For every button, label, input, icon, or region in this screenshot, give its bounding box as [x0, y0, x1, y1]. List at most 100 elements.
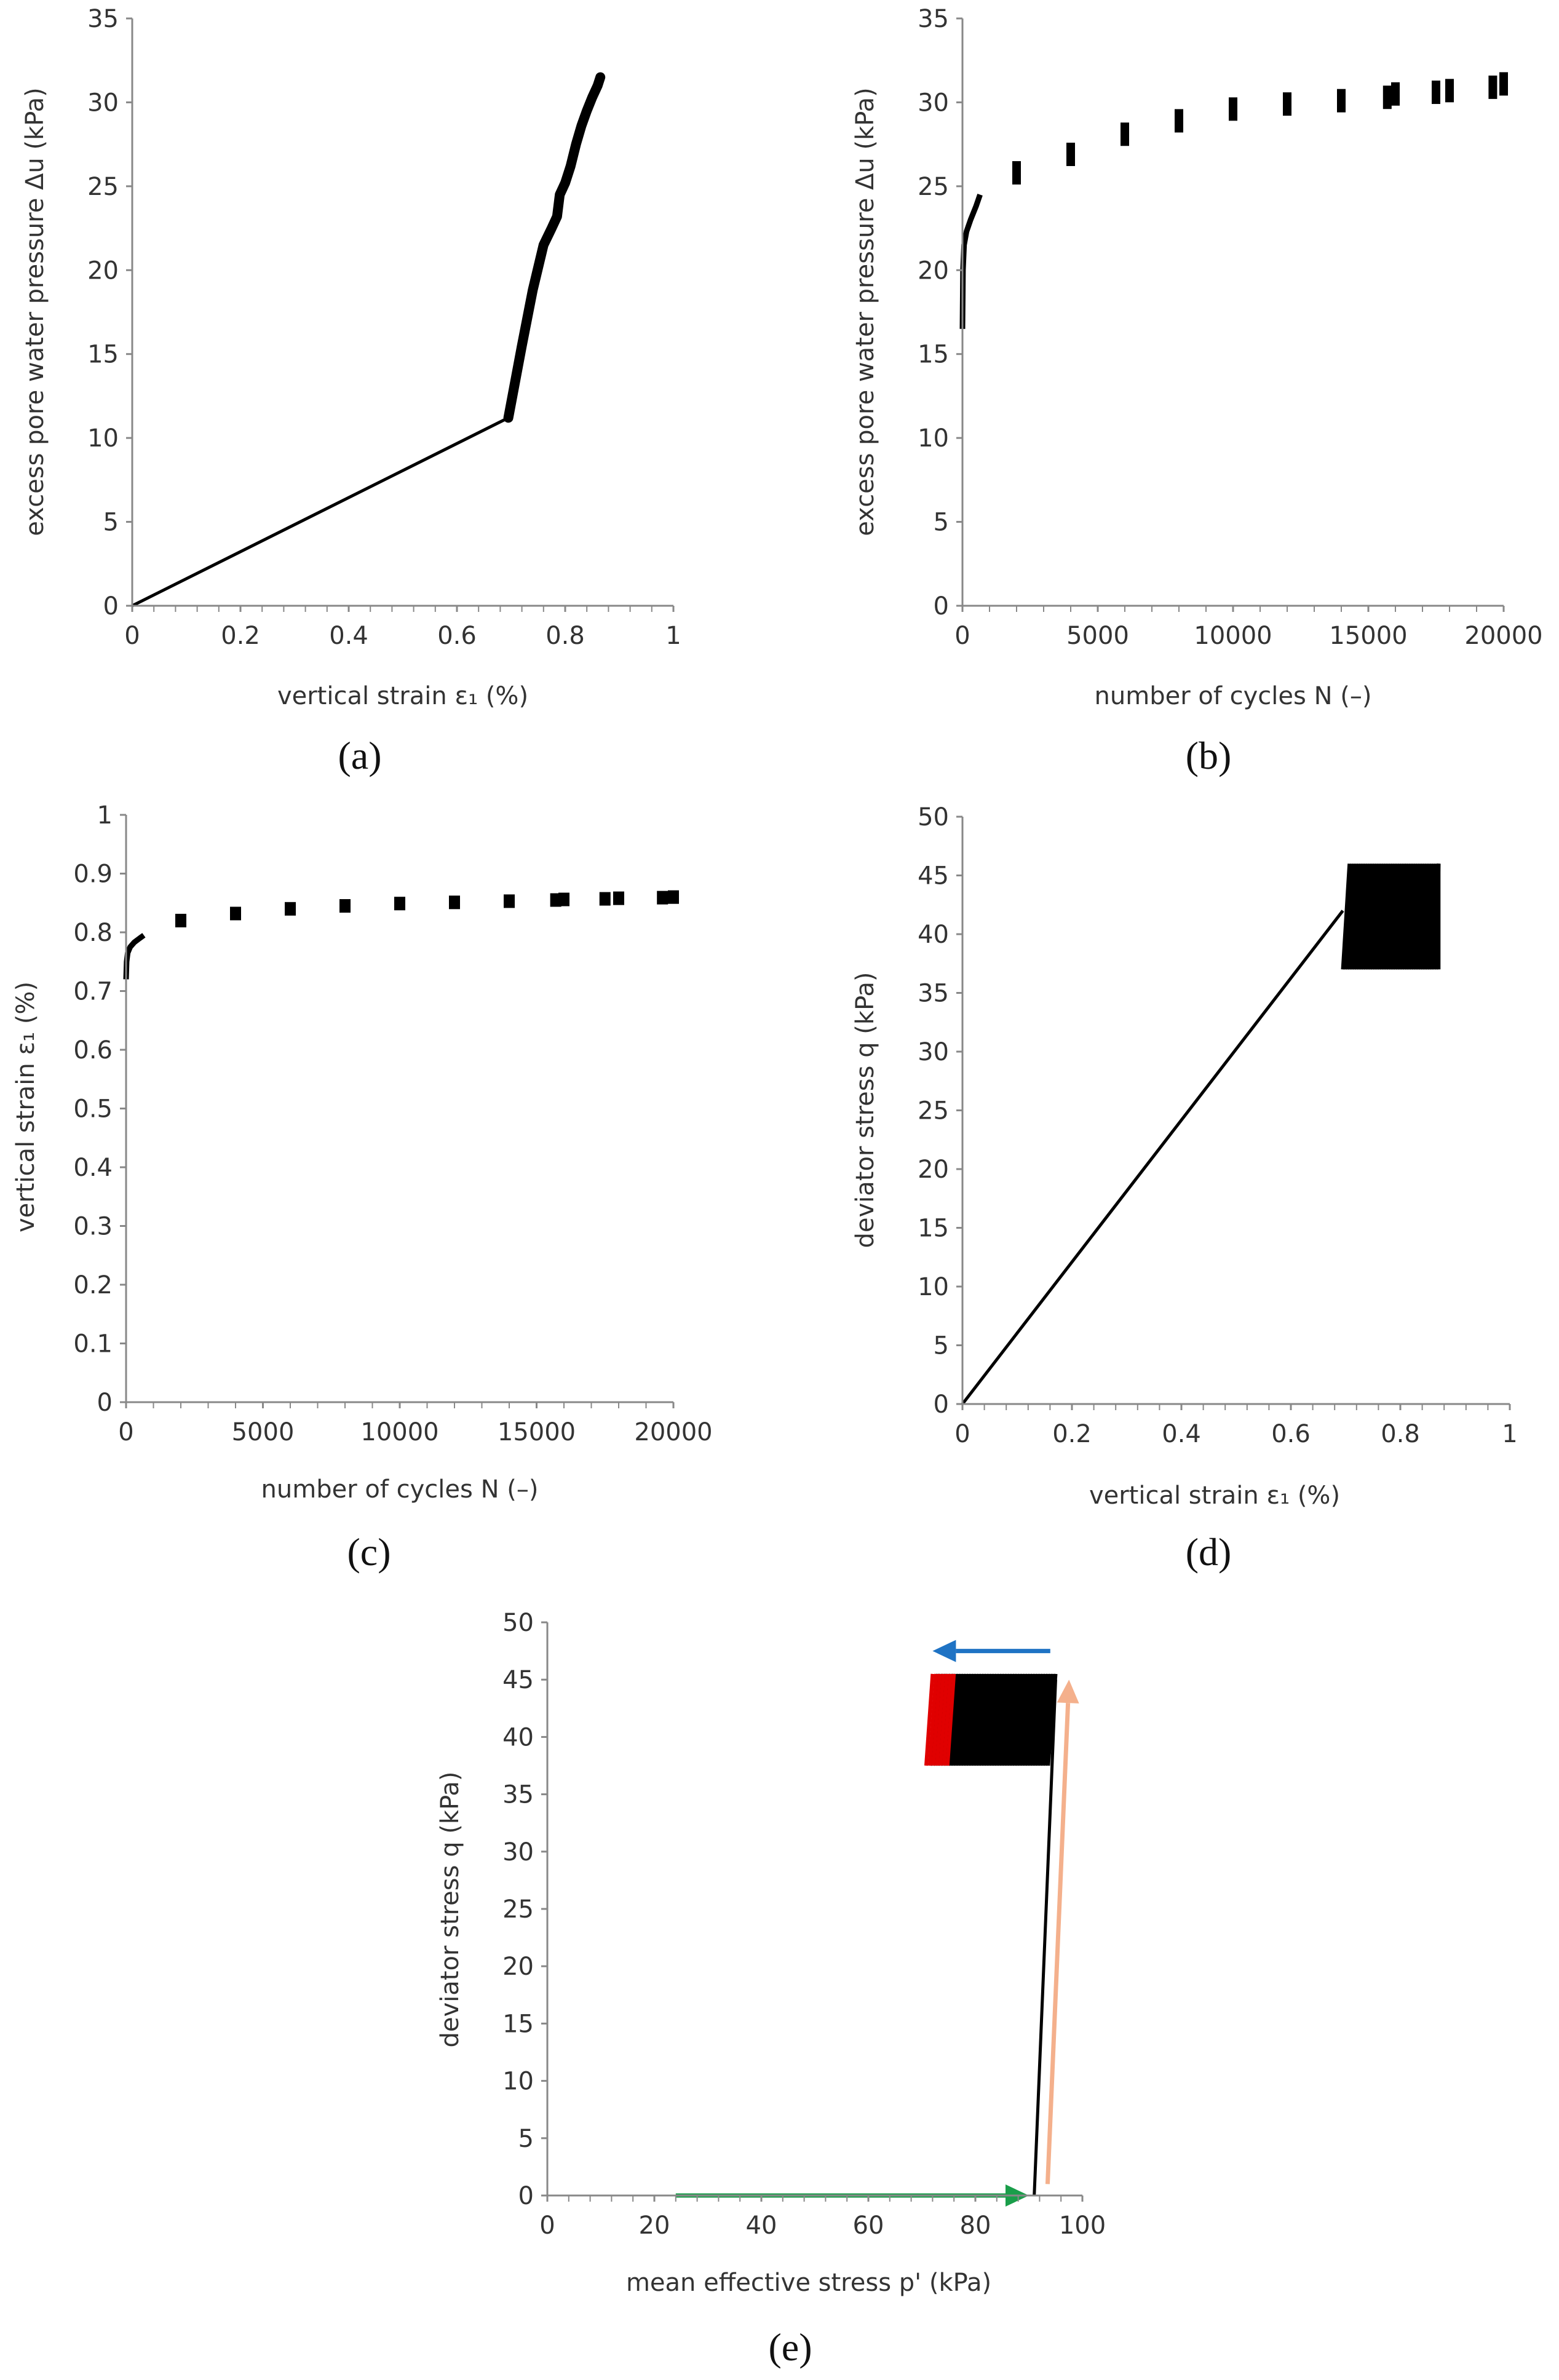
x-tick-label: 0.8	[545, 622, 585, 650]
y-tick-label: 0	[97, 1389, 113, 1417]
x-tick-label: 1	[665, 622, 681, 650]
y-tick-label: 30	[918, 89, 949, 117]
cyclic-loop	[967, 1673, 978, 1766]
cyclic-loop	[1400, 863, 1411, 970]
cyclic-loop	[1038, 1673, 1050, 1766]
x-tick-label: 0.4	[329, 622, 368, 650]
cyclic-loop	[1386, 863, 1397, 970]
cyclic-loop	[1384, 863, 1395, 970]
cyclic-loop	[1366, 863, 1377, 970]
cyclic-loop	[974, 1673, 986, 1766]
cyclic-loop	[987, 1673, 999, 1766]
cyclic-loop	[1418, 863, 1429, 970]
cyclic-loop	[1041, 1673, 1053, 1766]
data-point	[339, 899, 351, 913]
cyclic-loop	[1005, 1673, 1017, 1766]
cyclic-loop	[1007, 1673, 1020, 1766]
cyclic-loop	[1013, 1673, 1025, 1766]
cyclic-loop	[1389, 863, 1400, 970]
loading-arrow-shaft	[1045, 1703, 1071, 2184]
cyclic-loop	[1382, 863, 1392, 970]
cyclic-loop	[1395, 863, 1406, 970]
data-line	[131, 76, 602, 608]
y-tick-label: 10	[87, 424, 119, 453]
x-axis-label: number of cycles N (–)	[1095, 682, 1372, 710]
data-point	[1445, 79, 1454, 103]
y-tick-label: 45	[502, 1666, 534, 1694]
data-line	[961, 910, 1344, 1405]
y-tick-label: 25	[502, 1895, 534, 1924]
panel-label-c: (c)	[347, 1530, 391, 1574]
y-axis-label: vertical strain ε₁ (%)	[12, 982, 40, 1232]
y-tick-label: 45	[918, 862, 949, 891]
cyclic-loop	[1411, 863, 1422, 970]
cyclic-loop	[1352, 863, 1363, 970]
data-point	[1012, 161, 1021, 185]
data-point	[1432, 81, 1440, 105]
x-tick-label: 40	[746, 2211, 777, 2240]
cyclic-loop	[992, 1673, 1004, 1766]
x-axis-label: vertical strain ε₁ (%)	[277, 682, 528, 710]
panel-label-a: (a)	[338, 734, 381, 777]
panel-label-b: (b)	[1186, 734, 1232, 777]
data-point	[1499, 72, 1508, 96]
data-point	[1382, 85, 1392, 109]
cyclic-loop	[990, 1673, 1001, 1766]
cyclic-loop	[949, 1673, 961, 1766]
y-tick-label: 10	[918, 1273, 949, 1301]
cyclic-loop	[1414, 863, 1424, 970]
y-tick-label: 50	[502, 1609, 534, 1637]
initial-curve	[959, 194, 983, 329]
y-tick-label: 5	[518, 2125, 534, 2153]
y-tick-label: 30	[502, 1838, 534, 1866]
data-point	[394, 897, 405, 911]
y-tick-label: 40	[502, 1723, 534, 1751]
y-tick-label: 0	[934, 592, 949, 621]
data-line	[1033, 1680, 1057, 2196]
y-tick-label: 20	[87, 256, 119, 285]
cyclic-loop	[1405, 863, 1416, 970]
early-cycle-loop	[942, 1673, 953, 1766]
early-cycle-loop	[927, 1673, 938, 1766]
x-axis-label: number of cycles N (–)	[261, 1475, 539, 1504]
data-point	[1175, 109, 1183, 133]
data-point	[1066, 143, 1075, 167]
x-tick-label: 0.6	[1271, 1420, 1311, 1448]
x-tick-label: 10000	[1194, 622, 1272, 650]
y-tick-label: 0.9	[73, 860, 113, 889]
x-tick-label: 80	[960, 2211, 991, 2240]
cyclic-loop	[1015, 1673, 1027, 1766]
early-cycle-loop	[938, 1673, 949, 1766]
cyclic-loop	[959, 1673, 971, 1766]
cyclic-loop	[1368, 863, 1379, 970]
data-point	[657, 891, 668, 905]
y-tick-label: 0.2	[73, 1271, 113, 1299]
cyclic-loop	[1407, 863, 1418, 970]
cyclic-loop	[1363, 863, 1375, 970]
y-tick-label: 0.8	[73, 919, 113, 947]
cyclic-loop	[1036, 1673, 1047, 1766]
data-point	[1121, 122, 1129, 146]
cyclic-loop	[995, 1673, 1007, 1766]
x-tick-label: 60	[853, 2211, 884, 2240]
cyclic-loop	[972, 1673, 983, 1766]
cyclic-loop	[1357, 863, 1368, 970]
cyclic-loop	[1023, 1673, 1035, 1766]
x-tick-label: 20	[639, 2211, 670, 2240]
data-point	[558, 892, 569, 906]
data-point	[1488, 75, 1498, 99]
cyclic-loop	[1423, 863, 1434, 970]
cyclic-loop	[1409, 863, 1420, 970]
y-tick-label: 0.3	[73, 1213, 113, 1241]
data-point	[285, 902, 296, 916]
y-tick-label: 5	[103, 509, 119, 537]
cyclic-loop	[1370, 863, 1381, 970]
y-tick-label: 40	[918, 921, 949, 949]
y-tick-label: 0.6	[73, 1036, 113, 1065]
chart-panel-e: 0 20 40 60 80 100 0 5 10 15 20 25 30 35 40 45 50 mean ef…	[436, 1609, 1106, 2369]
y-tick-label: 0	[103, 592, 119, 621]
cyclic-loop	[1416, 863, 1427, 970]
cyclic-loop	[1347, 863, 1359, 970]
